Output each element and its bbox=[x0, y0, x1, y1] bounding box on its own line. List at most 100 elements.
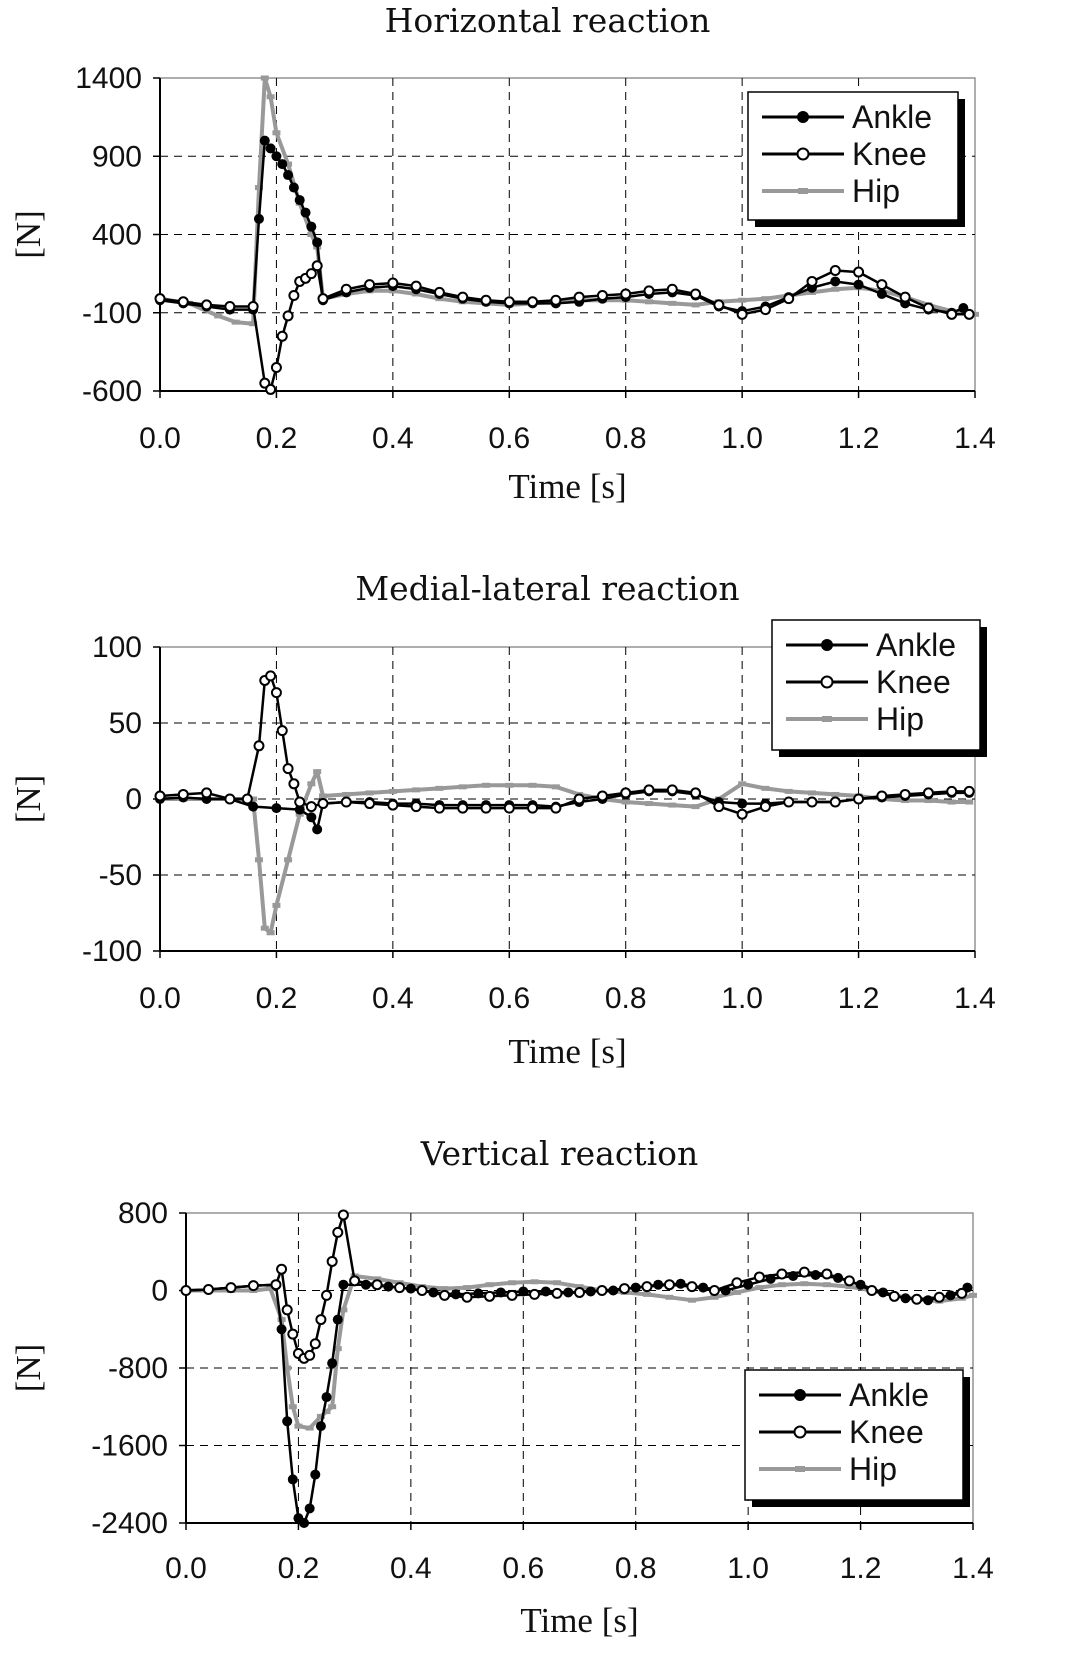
legend-marker bbox=[795, 1466, 805, 1472]
data-point bbox=[458, 784, 467, 790]
data-point bbox=[317, 293, 329, 305]
data-point bbox=[277, 159, 288, 170]
data-point bbox=[305, 801, 317, 813]
legend-label-ankle: Ankle bbox=[852, 99, 932, 135]
data-point bbox=[332, 1314, 343, 1325]
data-point bbox=[776, 1268, 788, 1280]
data-point bbox=[315, 1314, 327, 1326]
data-point bbox=[743, 1279, 754, 1290]
data-point bbox=[154, 790, 166, 802]
data-point bbox=[288, 182, 299, 193]
data-point bbox=[480, 802, 492, 814]
data-point bbox=[364, 798, 376, 810]
data-point bbox=[737, 798, 748, 809]
y-tick-label: 0 bbox=[151, 1275, 168, 1308]
data-point bbox=[337, 1209, 349, 1221]
data-point bbox=[482, 782, 490, 788]
data-point bbox=[731, 1277, 743, 1289]
y-axis-label: [N] bbox=[9, 1344, 48, 1393]
data-point bbox=[248, 801, 259, 812]
data-point bbox=[282, 310, 294, 322]
data-point bbox=[596, 790, 608, 802]
x-tick-label: 0.2 bbox=[256, 982, 298, 1015]
data-point bbox=[527, 296, 539, 308]
legend-box bbox=[771, 619, 981, 751]
data-point bbox=[783, 293, 795, 305]
data-point bbox=[899, 291, 911, 303]
data-point bbox=[339, 1307, 348, 1313]
data-point bbox=[783, 796, 795, 808]
y-tick-label: -800 bbox=[108, 1352, 168, 1385]
data-point bbox=[440, 1286, 449, 1292]
data-point bbox=[266, 930, 275, 936]
x-tick-label: 0.2 bbox=[256, 422, 298, 455]
data-point bbox=[294, 1423, 303, 1429]
data-point bbox=[349, 1275, 361, 1287]
x-axis-label: Time [s] bbox=[508, 467, 626, 506]
data-point bbox=[439, 1289, 451, 1301]
data-point bbox=[506, 1289, 518, 1301]
data-point bbox=[247, 1280, 259, 1292]
data-point bbox=[596, 290, 608, 302]
data-point bbox=[294, 796, 306, 808]
x-tick-label: 1.2 bbox=[838, 422, 880, 455]
data-point bbox=[806, 796, 818, 808]
data-point bbox=[309, 1338, 321, 1350]
series-hip bbox=[156, 769, 974, 936]
data-point bbox=[271, 803, 282, 814]
data-point bbox=[946, 308, 958, 320]
data-point bbox=[282, 763, 294, 775]
series-knee bbox=[154, 670, 975, 820]
data-point bbox=[933, 1291, 945, 1303]
data-point bbox=[665, 1294, 674, 1300]
x-tick-label: 1.0 bbox=[721, 422, 763, 455]
x-tick-label: 0.6 bbox=[488, 422, 530, 455]
data-point bbox=[784, 788, 793, 794]
data-point bbox=[315, 1421, 326, 1432]
data-point bbox=[969, 1292, 977, 1298]
data-point bbox=[641, 1281, 653, 1293]
data-point bbox=[282, 1416, 293, 1427]
data-point bbox=[312, 237, 323, 248]
data-point bbox=[433, 286, 445, 298]
legend-label-knee: Knee bbox=[876, 664, 951, 700]
data-point bbox=[342, 791, 351, 797]
data-point bbox=[971, 311, 979, 317]
data-point bbox=[798, 1266, 810, 1278]
legend-marker bbox=[822, 716, 832, 722]
data-point bbox=[288, 1404, 297, 1410]
data-point bbox=[675, 1278, 686, 1289]
data-point bbox=[690, 288, 702, 300]
data-point bbox=[271, 151, 282, 162]
data-point bbox=[327, 1358, 338, 1369]
data-point bbox=[853, 793, 865, 805]
data-point bbox=[202, 1284, 214, 1296]
data-point bbox=[666, 784, 678, 796]
data-point bbox=[266, 94, 275, 100]
legend-label-hip: Hip bbox=[852, 173, 900, 209]
x-tick-label: 0.4 bbox=[390, 1552, 432, 1585]
y-tick-label: -50 bbox=[99, 859, 142, 892]
data-point bbox=[305, 1425, 314, 1431]
data-point bbox=[265, 670, 277, 682]
legend-marker bbox=[821, 639, 833, 651]
data-point bbox=[299, 1518, 310, 1528]
y-tick-label: -600 bbox=[82, 375, 142, 408]
x-tick-label: 1.2 bbox=[840, 1552, 882, 1585]
data-point bbox=[738, 297, 747, 303]
data-point bbox=[822, 1282, 831, 1288]
data-point bbox=[260, 75, 269, 81]
x-tick-label: 1.0 bbox=[721, 982, 763, 1015]
data-point bbox=[283, 1365, 292, 1371]
data-point bbox=[288, 290, 300, 302]
data-point bbox=[253, 740, 265, 752]
legend-box bbox=[747, 91, 959, 221]
data-point bbox=[956, 1287, 968, 1299]
data-point bbox=[306, 221, 317, 232]
data-point bbox=[529, 1288, 541, 1300]
y-tick-label: 1400 bbox=[75, 62, 142, 95]
data-point bbox=[214, 313, 223, 319]
data-point bbox=[177, 296, 189, 308]
data-point bbox=[642, 1291, 651, 1297]
x-tick-label: 1.4 bbox=[954, 422, 996, 455]
